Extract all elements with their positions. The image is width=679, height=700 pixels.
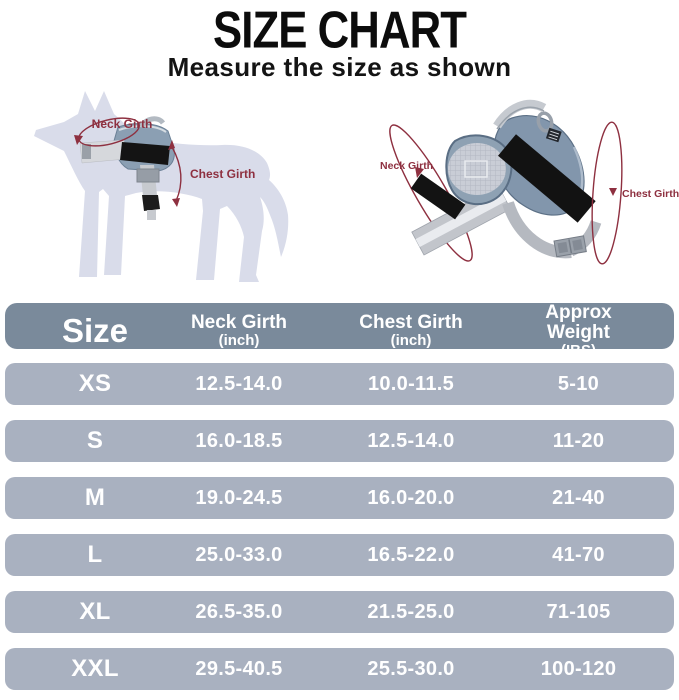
approx-weight-value: 5-10 <box>557 372 600 395</box>
column-header-neck-girth: Neck Girth (inch) <box>185 313 293 349</box>
size-value: S <box>86 427 104 454</box>
black-diagonal-band <box>498 134 596 223</box>
approx-weight-value: 21-40 <box>552 486 605 509</box>
black-neck-strap <box>410 173 466 220</box>
approx-weight-value: 71-105 <box>546 600 611 623</box>
column-header-chest-girth: Chest Girth (inch) <box>293 313 529 349</box>
top-handle-edge <box>496 106 545 130</box>
approx-weight-value: 11-20 <box>552 429 605 452</box>
column-unit: (IBS) <box>561 341 596 359</box>
neck-girth-value: 16.0-18.5 <box>195 429 283 452</box>
harness-black-band <box>120 142 170 165</box>
size-value: XL <box>79 598 111 625</box>
mesh-label-window <box>464 160 488 178</box>
chest-girth-value: 12.5-14.0 <box>367 429 455 452</box>
size-table: Size Neck Girth (inch) Chest Girth (inch… <box>5 303 674 690</box>
belly-strap-buckle <box>136 168 160 183</box>
chest-girth-arrowhead <box>609 188 617 196</box>
dog-silhouette <box>34 91 289 282</box>
harness-handle <box>138 116 166 129</box>
neck-girth-label: Neck Girth <box>92 117 153 131</box>
d-ring <box>536 111 554 133</box>
table-header-row: Size Neck Girth (inch) Chest Girth (inch… <box>5 303 674 358</box>
chest-girth-value: 25.5-30.0 <box>367 657 455 680</box>
harness-saddle-piping <box>118 125 167 133</box>
approx-weight-value: 41-70 <box>552 543 605 566</box>
neck-girth-value: 25.0-33.0 <box>195 543 283 566</box>
size-row-xl: XL 26.5-35.0 21.5-25.0 71-105 <box>5 591 674 633</box>
column-title: Chest Girth <box>359 311 463 333</box>
chest-girth-arrow-top <box>168 140 175 150</box>
column-title: Neck Girth <box>190 311 288 333</box>
dog-harness-diagram: Neck Girth Chest Girth <box>34 91 289 282</box>
size-value: XS <box>78 370 112 397</box>
chest-girth-ellipse <box>591 121 623 265</box>
size-value: L <box>87 541 103 568</box>
belly-strap-clip <box>142 195 160 211</box>
column-title: Approx Weight <box>545 302 612 343</box>
size-row-xs: XS 12.5-14.0 10.0-11.5 5-10 <box>5 363 674 405</box>
chest-girth-arrow-bottom <box>172 198 180 207</box>
neck-girth-value: 12.5-14.0 <box>195 372 283 395</box>
column-unit: (inch) <box>218 331 260 349</box>
neck-girth-ellipse <box>389 124 473 262</box>
column-unit: (inch) <box>390 331 432 349</box>
neck-girth-arrowhead <box>415 167 424 178</box>
size-row-s: S 16.0-18.5 12.5-14.0 11-20 <box>5 420 674 462</box>
chest-band-buckle <box>82 144 91 159</box>
approx-weight-value: 100-120 <box>540 657 617 680</box>
page-subtitle: Measure the size as shown <box>167 52 512 82</box>
size-value: XXL <box>71 655 119 682</box>
belly-strap-end <box>147 210 156 220</box>
chest-girth-value: 16.0-20.0 <box>367 486 455 509</box>
top-handle <box>493 99 547 129</box>
neck-girth-label: Neck Girth <box>380 160 433 172</box>
chest-girth-value: 10.0-11.5 <box>367 372 455 395</box>
chest-girth-label: Chest Girth <box>190 167 255 181</box>
chest-girth-value: 21.5-25.0 <box>367 600 455 623</box>
slide-buckle <box>553 235 587 258</box>
mesh-texture <box>448 143 506 195</box>
page-title: SIZE CHART <box>213 0 467 59</box>
harness-diagram: Neck Girth Chest Girth <box>380 99 679 265</box>
chest-girth-arc <box>171 146 182 202</box>
size-row-m: M 19.0-24.5 16.0-20.0 21-40 <box>5 477 674 519</box>
neck-girth-value: 19.0-24.5 <box>195 486 283 509</box>
neck-girth-value: 29.5-40.5 <box>195 657 283 680</box>
size-row-xxl: XXL 29.5-40.5 25.5-30.0 100-120 <box>5 648 674 690</box>
logo-patch <box>545 127 562 143</box>
size-value: M <box>84 484 106 511</box>
chest-girth-value: 16.5-22.0 <box>367 543 455 566</box>
column-header-approx-weight: Approx Weight (IBS) <box>529 303 674 359</box>
column-header-size: Size <box>61 311 129 349</box>
measurement-diagrams: Neck Girth Chest Girth <box>0 85 679 301</box>
neck-girth-arrowhead <box>74 135 83 145</box>
chest-girth-label: Chest Girth <box>622 188 679 200</box>
neck-girth-value: 26.5-35.0 <box>195 600 283 623</box>
size-row-l: L 25.0-33.0 16.5-22.0 41-70 <box>5 534 674 576</box>
